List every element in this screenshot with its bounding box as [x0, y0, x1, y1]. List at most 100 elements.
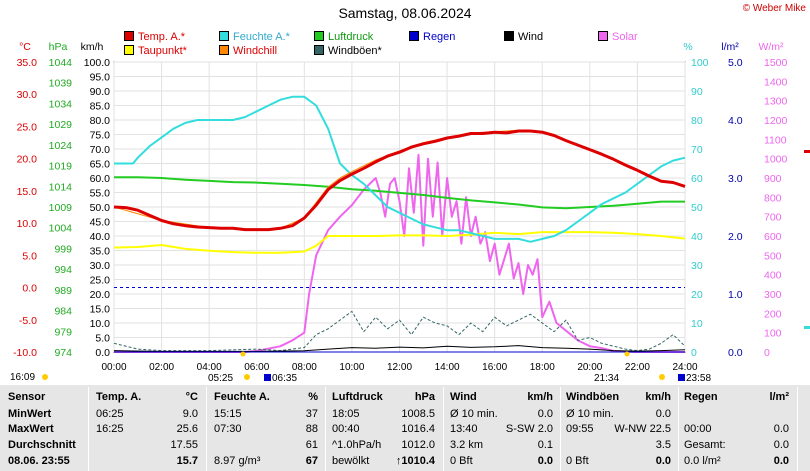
- legend-swatch: [314, 31, 324, 41]
- press-tick-label: 1029: [49, 119, 73, 131]
- table-cell: 15:15: [214, 408, 242, 420]
- solar-tick-label: 1300: [764, 96, 788, 108]
- next-day-hum-stub: [804, 326, 810, 329]
- table-row-label: MaxWert: [8, 423, 54, 435]
- table-column-divider: [443, 387, 444, 471]
- table-header-cell: km/h: [527, 391, 553, 403]
- table-cell: 3.5: [655, 439, 671, 451]
- press-tick-label: 1039: [49, 78, 73, 90]
- press-tick-label: 994: [54, 264, 72, 276]
- solar-tick-label: 1000: [764, 154, 788, 166]
- table-header-cell: Sensor: [8, 391, 46, 403]
- x-tick-label: 06:00: [244, 362, 269, 373]
- temp-tick-label: 25.0: [17, 121, 38, 133]
- x-tick-label: 12:00: [387, 362, 412, 373]
- table-cell: 0.0: [537, 455, 553, 467]
- temp-tick-label: 10.0: [17, 218, 38, 230]
- series-line-feuchte-a: [114, 95, 686, 243]
- wind-tick-label: 60.0: [90, 173, 111, 185]
- rain-tick-label: 1.0: [728, 289, 743, 301]
- sunset-axis-dot: [624, 351, 630, 357]
- sunset-time: 21:34: [594, 373, 620, 384]
- table-cell: 16:25: [96, 423, 124, 435]
- hum-tick-label: 20: [691, 289, 703, 301]
- table-cell: 15.7: [176, 455, 198, 467]
- solar-tick-label: 500: [764, 250, 782, 262]
- legend-label: Taupunkt*: [138, 45, 187, 57]
- solar-tick-label: 700: [764, 212, 782, 224]
- next-day-temp-stub: [804, 150, 810, 153]
- hum-tick-label: 0: [691, 347, 697, 359]
- table-cell: 13:40: [450, 423, 478, 435]
- solar-tick-label: 800: [764, 192, 782, 204]
- table-cell: 18:05: [332, 408, 360, 420]
- wind-tick-label: 70.0: [90, 144, 111, 156]
- wind-tick-label: 5.0: [95, 333, 110, 345]
- temp-unit-label: °C: [19, 41, 31, 53]
- legend-item: Temp. A.*: [124, 31, 185, 43]
- table-cell: 00:40: [332, 423, 360, 435]
- press-tick-label: 1009: [49, 202, 73, 214]
- legend-label: Windchill: [233, 45, 278, 57]
- table-cell: 00:00: [684, 423, 712, 435]
- table-column-divider: [560, 387, 561, 471]
- legend-label: Luftdruck: [328, 31, 374, 43]
- table-header-cell: Regen: [684, 391, 718, 403]
- x-tick-label: 16:00: [482, 362, 507, 373]
- table-header-cell: °C: [185, 391, 198, 403]
- table-cell: 0.0: [537, 408, 553, 420]
- hum-tick-label: 60: [691, 173, 703, 185]
- table-header-cell: %: [308, 391, 318, 403]
- wind-tick-label: 20.0: [90, 289, 111, 301]
- legend-item: Solar: [598, 31, 638, 43]
- sun-left-dot: [42, 374, 48, 380]
- rain-tick-label: 4.0: [728, 115, 743, 127]
- x-tick-label: 22:00: [625, 362, 650, 373]
- table-cell: S-SW 2.0: [505, 423, 553, 435]
- table-cell: 07:30: [214, 423, 242, 435]
- legend-item: Luftdruck: [314, 31, 373, 43]
- wind-tick-label: 90.0: [90, 86, 111, 98]
- table-cell: 17.55: [170, 439, 198, 451]
- sunset-flag-icon: [678, 374, 685, 381]
- table-column-divider: [797, 387, 798, 471]
- stats-table: [0, 385, 810, 471]
- solar-tick-label: 0: [764, 347, 770, 359]
- press-tick-label: 984: [54, 306, 72, 318]
- wind-tick-label: 95.0: [90, 72, 111, 84]
- wind-tick-label: 25.0: [90, 275, 111, 287]
- table-cell: 0.0 l/m²: [684, 455, 721, 467]
- legend-label: Feuchte A.*: [233, 31, 290, 43]
- solar-unit-label: W/m²: [758, 41, 784, 53]
- series-line-wind: [113, 345, 686, 352]
- press-tick-label: 1004: [49, 223, 73, 235]
- table-cell: 0.0: [773, 423, 789, 435]
- series-line-luftdruck: [114, 176, 685, 210]
- x-tick-label: 04:00: [197, 362, 222, 373]
- temp-tick-label: -5.0: [19, 315, 37, 327]
- x-tick-label: 08:00: [292, 362, 317, 373]
- table-header-cell: hPa: [414, 391, 435, 403]
- solar-tick-label: 200: [764, 308, 782, 320]
- sunrise-time: 05:25: [208, 373, 234, 384]
- table-cell: 0.0: [773, 455, 789, 467]
- table-cell: Ø 10 min.: [566, 408, 614, 420]
- x-tick-label: 18:00: [530, 362, 555, 373]
- table-column-divider: [325, 387, 326, 471]
- wind-tick-label: 55.0: [90, 188, 111, 200]
- wind-tick-label: 15.0: [90, 304, 111, 316]
- table-cell: 09:55: [566, 423, 594, 435]
- legend-swatch: [124, 45, 134, 55]
- chart-title: Samstag, 08.06.2024: [338, 5, 472, 21]
- table-cell: 67: [305, 455, 318, 467]
- press-tick-label: 974: [54, 347, 72, 359]
- temp-tick-label: 5.0: [22, 250, 37, 262]
- wind-tick-label: 65.0: [90, 159, 111, 171]
- hum-tick-label: 100: [691, 57, 709, 69]
- solar-tick-label: 600: [764, 231, 782, 243]
- copyright-label[interactable]: © Weber Mike: [742, 3, 806, 14]
- sunrise-flag-icon: [264, 374, 271, 381]
- solar-tick-label: 1100: [764, 134, 787, 146]
- table-cell: bewölkt: [332, 455, 370, 467]
